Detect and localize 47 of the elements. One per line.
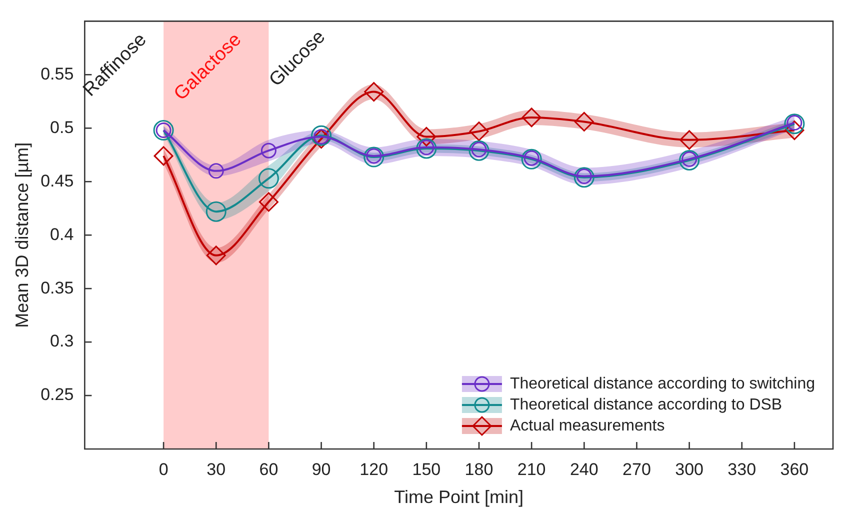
legend-label: Theoretical distance according to switching — [510, 375, 815, 392]
point — [206, 201, 226, 222]
point — [521, 148, 542, 170]
x-tick-label: 180 — [464, 460, 494, 479]
point — [258, 168, 279, 189]
x-tick-label: 360 — [780, 460, 809, 479]
point — [416, 138, 437, 159]
x-tick-label: 60 — [259, 460, 278, 479]
point — [574, 167, 594, 188]
point — [522, 108, 542, 128]
x-tick-label: 120 — [360, 460, 388, 479]
x-tick-label: 90 — [312, 460, 331, 479]
point — [258, 192, 278, 212]
y-tick-label: 0.3 — [50, 332, 74, 351]
x-tick-label: 240 — [570, 460, 598, 479]
point — [784, 120, 804, 140]
y-tick-label: 0.45 — [40, 171, 74, 190]
legend-label: Theoretical distance according to DSB — [510, 396, 782, 414]
y-tick-label: 0.25 — [40, 385, 74, 404]
point — [364, 146, 384, 168]
y-tick-label: 0.4 — [50, 224, 74, 244]
point — [208, 163, 224, 179]
point — [311, 125, 332, 146]
x-tick-label: 270 — [622, 460, 651, 479]
legend-label: Actual measurements — [510, 417, 665, 434]
x-tick-label: 330 — [728, 460, 756, 479]
point — [679, 150, 700, 170]
x-tick-label: 0 — [158, 460, 168, 479]
x-tick-label: 150 — [412, 460, 441, 479]
x-axis-title: Time Point [min] — [394, 487, 524, 508]
point — [468, 140, 490, 161]
point — [469, 122, 489, 142]
y-axis-title: Mean 3D distance [µm] — [12, 142, 32, 328]
point — [416, 126, 436, 146]
point — [206, 246, 226, 266]
y-tick-label: 0.35 — [40, 278, 74, 298]
point — [364, 82, 384, 102]
point — [260, 142, 276, 158]
point — [680, 130, 700, 150]
y-tick-label: 0.55 — [40, 64, 74, 84]
x-tick-label: 210 — [517, 460, 546, 479]
x-tick-label: 300 — [675, 460, 704, 479]
point — [784, 114, 805, 134]
x-tick-label: 30 — [206, 460, 226, 479]
point — [574, 112, 594, 132]
point — [154, 146, 174, 166]
y-tick-label: 0.5 — [50, 118, 74, 137]
